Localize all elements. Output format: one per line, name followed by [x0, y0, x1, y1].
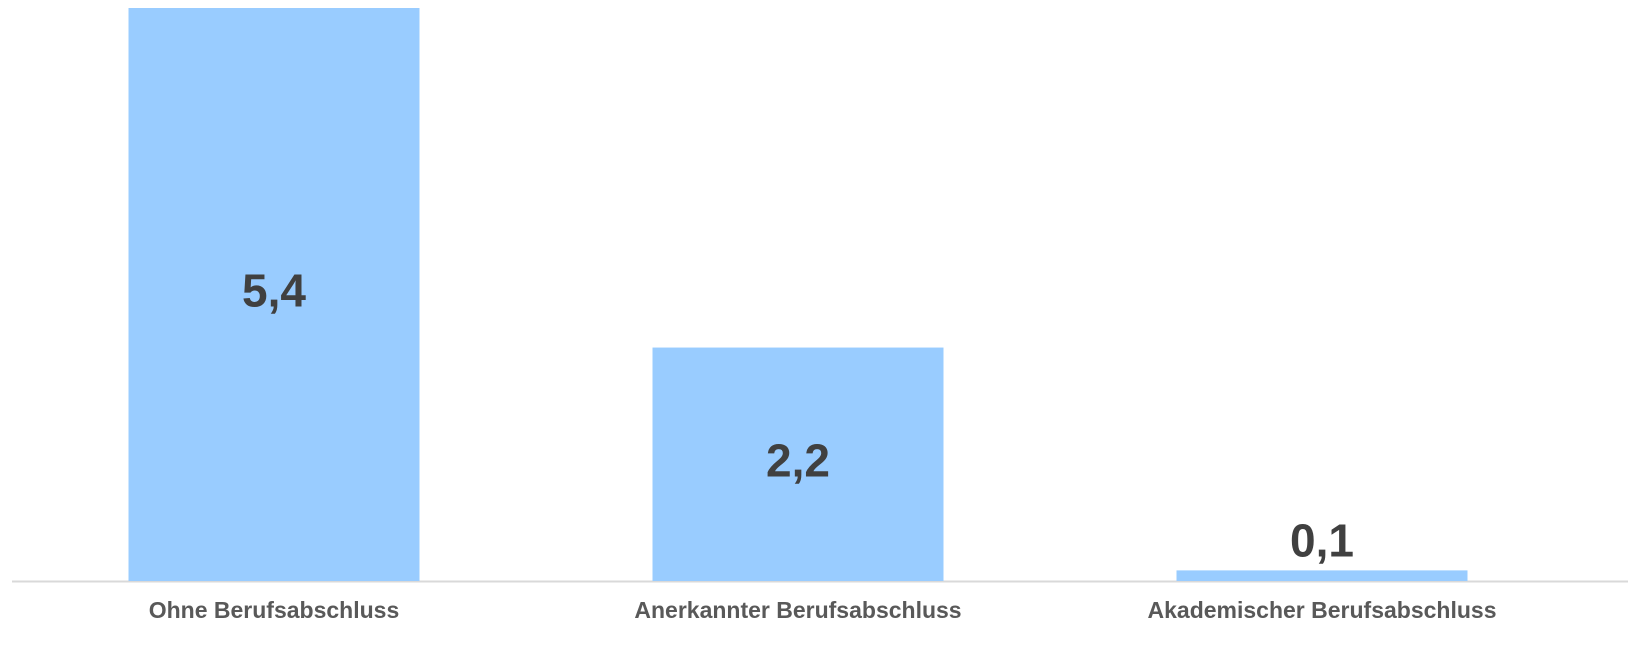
data-label: 2,2 [766, 434, 830, 486]
bar [652, 347, 944, 581]
data-label: 5,4 [242, 265, 306, 317]
x-tick-label: Akademischer Berufsabschluss [1148, 597, 1497, 623]
bar [1176, 570, 1468, 581]
bar [128, 8, 420, 581]
data-label: 0,1 [1290, 515, 1354, 567]
x-tick-label: Anerkannter Berufsabschluss [634, 597, 961, 623]
x-tick-label: Ohne Berufsabschluss [149, 597, 400, 623]
